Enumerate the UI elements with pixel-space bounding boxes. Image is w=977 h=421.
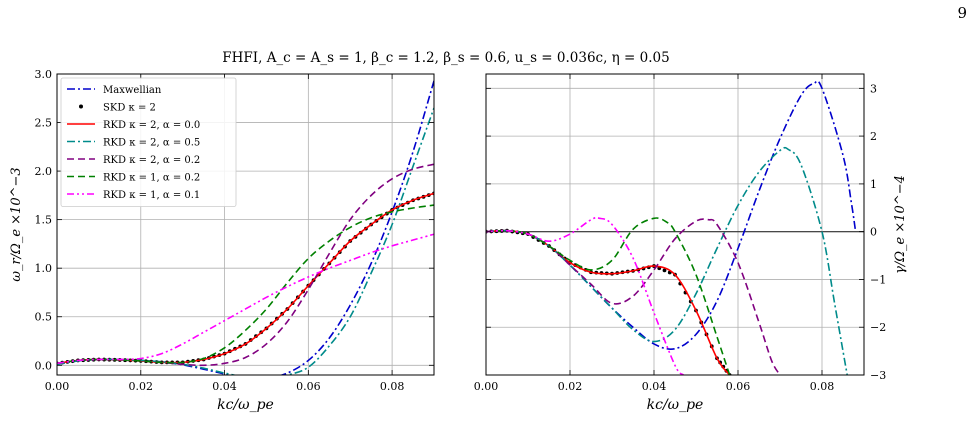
- y-tick-label: 2.5: [35, 117, 53, 130]
- legend: Maxwellian SKD κ = 2 RKD κ = 2, α = 0.0 RKD…: [60, 77, 237, 207]
- y-tick-label: 2: [870, 130, 877, 143]
- axes-frame: [485, 73, 865, 376]
- figure-title: FHFI, A_c = A_s = 1, β_c = 1.2, β_s = 0.…: [222, 50, 669, 66]
- y-tick-label: 0.0: [35, 359, 53, 372]
- y-tick-label: 2.0: [35, 165, 53, 178]
- x-tick-label: 0.02: [558, 380, 583, 393]
- series-line-3: [486, 146, 848, 375]
- axes-frame: [56, 73, 435, 376]
- y-tick-label: 1.0: [35, 262, 53, 275]
- legend-label: RKD κ = 1, α = 0.1: [103, 190, 200, 201]
- x-tick-label: 0.04: [642, 380, 667, 393]
- series-line-5: [57, 204, 434, 365]
- x-tick-label: 0.06: [296, 380, 321, 393]
- series-point-skd: [662, 268, 667, 273]
- legend-label: RKD κ = 1, α = 0.2: [103, 173, 200, 184]
- legend-label: RKD κ = 2, α = 0.5: [103, 138, 200, 149]
- x-tick-label: 0.00: [474, 380, 499, 393]
- y-tick-label: −1: [870, 273, 886, 286]
- series-line-5: [486, 217, 731, 375]
- y-axis-label: γ/Ω_e ×10^−4: [893, 175, 908, 274]
- x-tick-label: 0.06: [726, 380, 751, 393]
- y-tick-label: 1.5: [35, 214, 53, 227]
- panel-right: 0.00 0.02 0.04 0.06 0.08 −3 −2 −1 0 1 2 3 kc/ω_pe γ/Ω…: [474, 73, 908, 413]
- x-axis-label: kc/ω_pe: [217, 397, 274, 413]
- legend-label: RKD κ = 2, α = 0.2: [103, 155, 200, 166]
- series-line-2: [57, 192, 434, 365]
- x-tick-label: 0.08: [380, 380, 405, 393]
- x-tick-label: 0.08: [810, 380, 835, 393]
- y-tick-label: 0: [870, 226, 877, 239]
- x-axis-label: kc/ω_pe: [647, 397, 704, 413]
- legend-label: Maxwellian: [103, 85, 162, 96]
- x-tick-label: 0.00: [45, 380, 70, 393]
- series-line-4: [57, 163, 434, 367]
- y-tick-label: 3: [870, 82, 877, 95]
- series-line-3: [57, 107, 434, 375]
- legend-label: RKD κ = 2, α = 0.0: [103, 120, 200, 131]
- panel-left: 0.00 0.02 0.04 0.06 0.08 0.0 0.5 1.0 1.5 2.0 2.5 3.…: [9, 68, 435, 413]
- series-line-0: [486, 80, 857, 350]
- series-line-6: [57, 233, 434, 365]
- x-tick-label: 0.04: [212, 380, 237, 393]
- y-axis-label: ω_r/Ω_e ×10^−3: [9, 167, 24, 281]
- y-tick-label: −3: [870, 369, 886, 382]
- y-tick-label: 3.0: [35, 68, 53, 81]
- y-tick-label: 0.5: [35, 311, 53, 324]
- series-line-6: [486, 216, 685, 375]
- y-tick-label: −2: [870, 321, 886, 334]
- legend-swatch: [79, 104, 83, 109]
- series-line-4: [486, 218, 781, 375]
- page-number: 9: [957, 4, 967, 22]
- legend-label: SKD κ = 2: [103, 103, 156, 114]
- y-tick-label: 1: [870, 178, 877, 191]
- x-tick-label: 0.02: [129, 380, 154, 393]
